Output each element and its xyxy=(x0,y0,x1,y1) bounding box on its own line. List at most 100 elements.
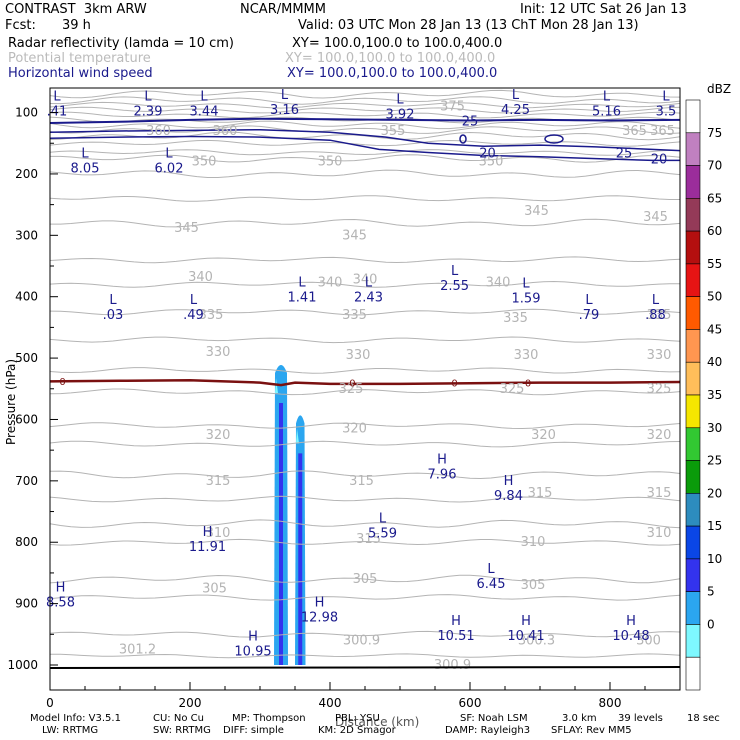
extremum-value: .49 xyxy=(183,308,204,323)
extremum-value: 10.95 xyxy=(234,644,271,659)
theta-label: 360 xyxy=(146,124,171,139)
colorbar-swatch xyxy=(685,394,701,429)
theta-label: 340 xyxy=(318,276,343,291)
footer-lw: LW: RRTMG xyxy=(42,725,99,736)
theta-contour-line xyxy=(49,367,681,374)
freezing-level-line xyxy=(49,378,681,387)
extremum-marker: L xyxy=(190,293,198,308)
extremum-marker: L xyxy=(109,293,117,308)
theta-label: 315 xyxy=(528,486,553,501)
extrema-labels: L.41L2.39L3.44L3.16L3.92L4.25L5.16L3.5L8… xyxy=(46,88,676,659)
extremum-marker: L xyxy=(281,88,289,103)
extremum-value: .41 xyxy=(47,104,68,119)
theta-label: 335 xyxy=(503,311,528,326)
theta-label: 305 xyxy=(353,572,378,587)
theta-label: 340 xyxy=(188,270,213,285)
extremum-value: 10.48 xyxy=(612,629,649,644)
freezing-level-label: 0 xyxy=(451,379,457,390)
extremum-value: 12.98 xyxy=(301,611,338,626)
extremum-marker: H xyxy=(315,596,325,611)
colorbar-swatch xyxy=(685,263,701,297)
extremum-marker: L xyxy=(144,89,152,104)
theta-contour-line xyxy=(49,120,681,130)
theta-label: 315 xyxy=(647,486,672,501)
colorbar-label: 20 xyxy=(707,486,722,500)
theta-label: 301.2 xyxy=(119,643,156,658)
extremum-value: 10.51 xyxy=(437,629,474,644)
extremum-marker: L xyxy=(512,88,520,103)
colorbar-label: 75 xyxy=(707,126,722,140)
colorbar-label: 5 xyxy=(707,585,715,599)
extremum-value: .79 xyxy=(579,308,600,323)
isotach-label: 25 xyxy=(462,115,479,130)
extremum-value: 6.45 xyxy=(477,577,506,592)
footer-levels: 39 levels xyxy=(618,713,663,724)
theta-contour-line xyxy=(49,308,681,316)
wind-isotach-loop xyxy=(544,134,564,144)
colorbar-swatch xyxy=(685,525,701,560)
footer-damp: DAMP: Rayleigh3 xyxy=(445,725,531,736)
theta-contour-line xyxy=(49,336,681,344)
model-title: CONTRAST 3km ARW xyxy=(5,2,147,17)
theta-contour-line xyxy=(49,470,681,480)
theta-contour-line xyxy=(50,154,681,163)
colorbar-swatch xyxy=(685,624,701,658)
extremum-value: 9.84 xyxy=(494,489,523,504)
extremum-value: 6.02 xyxy=(155,161,184,176)
theta-contours xyxy=(49,89,681,659)
theta-contour-line xyxy=(49,89,681,99)
colorbar-label: 45 xyxy=(707,322,722,336)
theta-contour-line xyxy=(49,195,680,202)
valid-time: Valid: 03 UTC Mon 28 Jan 13 (13 ChT Mon … xyxy=(298,18,639,33)
theta-label: 300 xyxy=(636,633,661,648)
colorbar-unit: dBZ xyxy=(707,82,731,96)
extremum-marker: H xyxy=(248,629,258,644)
theta-label: 325 xyxy=(500,382,525,397)
footer-dt: 18 sec xyxy=(687,713,720,724)
plot-frame xyxy=(49,87,681,691)
surface-line xyxy=(49,666,681,669)
colorbar-label: 35 xyxy=(707,388,722,402)
x-axis-label: Distance (km) xyxy=(335,715,419,729)
theta-label: 345 xyxy=(524,204,549,219)
freezing-level-label: 0 xyxy=(59,377,65,388)
colorbar-swatch xyxy=(685,165,701,199)
colorbar-label: 65 xyxy=(707,191,722,205)
theta-contour-line xyxy=(49,495,681,503)
extremum-marker: H xyxy=(451,614,461,629)
colorbar-swatch xyxy=(685,656,701,691)
colorbar-swatch xyxy=(685,132,701,166)
extremum-marker: L xyxy=(396,92,404,107)
theta-label: 330 xyxy=(514,348,539,363)
fcst-value: 39 h xyxy=(62,18,91,33)
extremum-marker: H xyxy=(437,453,447,468)
footer-model-info: Model Info: V3.5.1 xyxy=(30,713,121,724)
isotach-label: 25 xyxy=(616,146,633,161)
extremum-value: 5.16 xyxy=(592,104,621,119)
theta-label: 320 xyxy=(647,428,672,443)
wind-isotach-line xyxy=(49,135,680,162)
fcst-label: Fcst: xyxy=(5,18,36,33)
theta-contour-line xyxy=(50,218,681,228)
colorbar-label: 0 xyxy=(707,617,715,631)
extremum-value: 3.5 xyxy=(656,104,677,119)
extremum-marker: H xyxy=(521,614,531,629)
colorbar-swatch xyxy=(685,460,701,494)
theta-label: 310 xyxy=(206,526,231,541)
theta-label: 335 xyxy=(647,308,672,323)
extremum-marker: H xyxy=(504,474,514,489)
colorbar-label: 30 xyxy=(707,421,722,435)
field-2-xy: XY= 100.0,100.0 to 100.0,400.0 xyxy=(285,51,496,66)
isotach-label: 20 xyxy=(651,153,668,168)
colorbar-swatch xyxy=(685,427,701,461)
colorbar-swatch xyxy=(685,296,701,330)
y-tick-label: 500 xyxy=(15,351,38,365)
colorbar-label: 50 xyxy=(707,290,722,304)
theta-contour-line xyxy=(49,440,681,448)
theta-contour-line xyxy=(49,96,681,105)
theta-label: 315 xyxy=(349,474,374,489)
y-tick-label: 1000 xyxy=(7,658,38,672)
